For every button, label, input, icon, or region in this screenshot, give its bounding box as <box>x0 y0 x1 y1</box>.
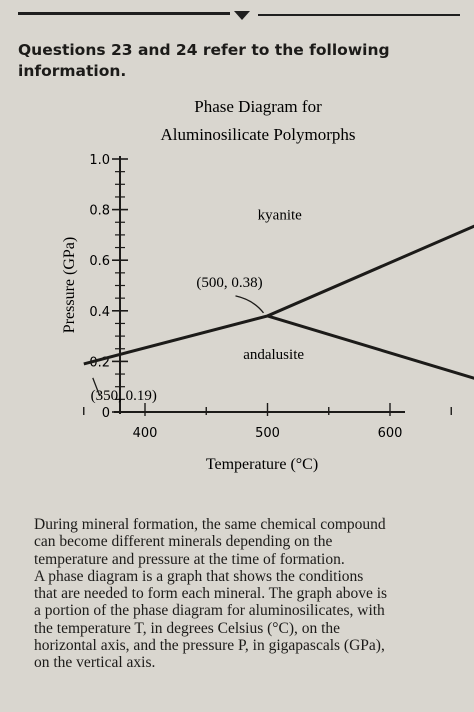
passage-line: A phase diagram is a graph that shows th… <box>34 567 364 585</box>
top-rule-arrow-icon <box>234 11 250 20</box>
top-rule-right <box>258 14 460 16</box>
passage-line: the temperature T, in degrees Celsius (°… <box>34 619 341 637</box>
x-axis-label: Temperature (°C) <box>206 456 318 473</box>
chart-title-line-2: Aluminosilicate Polymorphs <box>160 125 355 144</box>
point-leader-2 <box>235 295 265 314</box>
phase-diagram-chart: Phase Diagram for Aluminosilicate Polymo… <box>61 97 474 473</box>
question-header: Questions 23 and 24 refer to the followi… <box>18 41 390 80</box>
y-tick-label: 0.4 <box>89 305 110 320</box>
y-axis-label: Pressure (GPa) <box>61 237 78 333</box>
x-tick-label: 500 <box>255 426 280 441</box>
passage-line: During mineral formation, the same chemi… <box>34 516 386 533</box>
phase-boundary-line-1 <box>83 224 474 366</box>
point-label-3: (350, 0.19) <box>91 388 157 404</box>
passage-line: a portion of the phase diagram for alumi… <box>34 602 385 620</box>
passage-line: on the vertical axis. <box>34 654 156 672</box>
point-label-2: (500, 0.38) <box>196 275 262 291</box>
phase-boundary-line-2 <box>267 314 474 380</box>
top-rule-left <box>18 12 230 15</box>
y-tick-label: 0 <box>102 406 110 421</box>
chart-title: Phase Diagram for Aluminosilicate Polymo… <box>160 97 355 144</box>
passage-line: temperature and pressure at the time of … <box>34 550 345 568</box>
passage-paragraph: During mineral formation, the same chemi… <box>34 516 466 672</box>
passage-line: that are needed to form each mineral. Th… <box>34 585 388 603</box>
passage-line: can become different minerals depending … <box>34 533 333 551</box>
y-tick-label: 0.8 <box>89 204 110 219</box>
x-tick-label: 400 <box>133 426 158 441</box>
y-tick-label: 1.0 <box>89 153 110 168</box>
point-leader-3 <box>92 377 101 397</box>
region-label-andalusite: andalusite <box>243 347 304 363</box>
passage-text: During mineral formation, the same chemi… <box>34 516 466 672</box>
axis-tick-labels: 00.20.40.60.81.0400500600700800 <box>89 153 403 441</box>
y-tick-label: 0.6 <box>89 254 110 269</box>
chart-title-line-1: Phase Diagram for <box>194 97 322 116</box>
phase-boundaries <box>83 224 474 380</box>
region-label-kyanite: kyanite <box>258 208 302 224</box>
region-labels: kyanitesillimaniteandalusite <box>243 208 304 363</box>
x-tick-label: 600 <box>378 426 403 441</box>
passage-line: horizontal axis, and the pressure P, in … <box>34 637 385 655</box>
point-labels: (795, 1.0)(500, 0.38)(350, 0.19)(760, 0) <box>91 275 265 404</box>
axis-ticks <box>83 158 452 416</box>
